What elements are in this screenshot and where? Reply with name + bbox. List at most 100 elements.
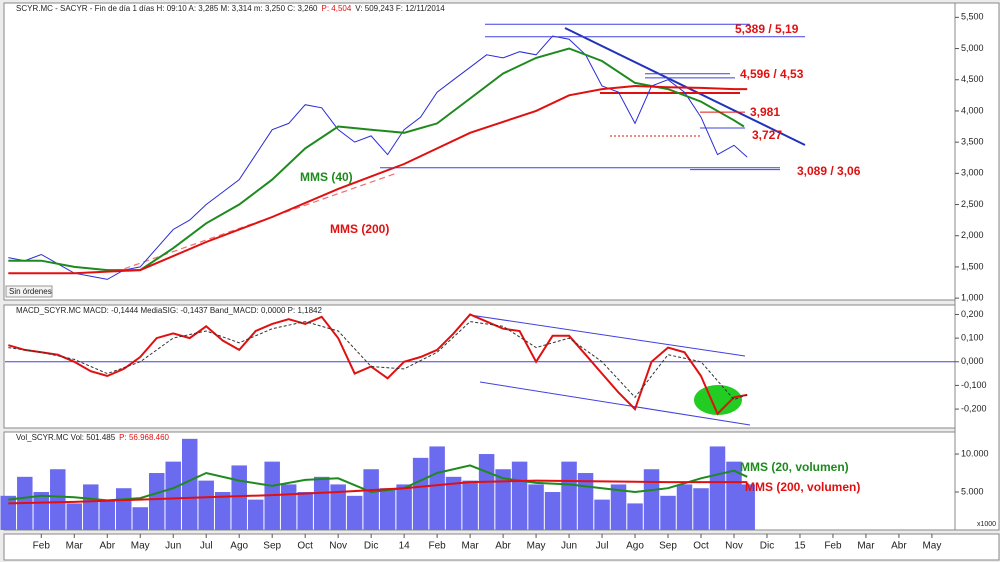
x-tick-label: Dic	[364, 541, 378, 552]
y-tick-label: 2,000	[961, 230, 984, 240]
series-label: MMS (40)	[300, 170, 353, 184]
volume-bar	[445, 476, 462, 530]
volume-bar	[478, 454, 495, 530]
price-panel	[3, 2, 956, 301]
volume-bar	[627, 503, 643, 530]
x-tick-label: Feb	[33, 541, 51, 552]
x-tick-label: Nov	[329, 541, 347, 552]
y-tick-label: 5,500	[961, 12, 984, 22]
panel-info: SCYR.MC - SACYR - Fin de día 1 días H: 0…	[16, 4, 445, 13]
x-tick-label: Oct	[297, 541, 313, 552]
volume-bar	[280, 484, 297, 530]
x-tick-label: Jun	[165, 541, 181, 552]
volume-bar	[379, 488, 396, 530]
x-tick-label: Mar	[461, 541, 479, 552]
volume-bar	[231, 465, 247, 530]
level-label: 3,089 / 3,06	[797, 164, 861, 178]
y-tick-label: 1,000	[961, 293, 984, 303]
volume-bar	[594, 499, 610, 530]
volume-bar	[643, 469, 660, 530]
volume-bar	[165, 461, 181, 530]
x-tick-label: Sep	[263, 541, 281, 552]
volume-bar	[66, 503, 83, 530]
series-line	[8, 321, 748, 401]
y-tick-label: 0,100	[961, 332, 984, 342]
y-tick-label: 4,500	[961, 74, 984, 84]
volume-bar	[313, 476, 330, 530]
volume-bar	[544, 492, 561, 530]
x-tick-label: 15	[794, 541, 806, 552]
panel-info-part: P: 4,504	[321, 4, 351, 13]
volume-bar	[198, 480, 214, 530]
volume-bar	[99, 499, 116, 530]
status: Sin órdenes	[9, 287, 52, 296]
channel-line	[479, 381, 751, 426]
volume-bar	[693, 488, 709, 530]
volume-bar	[0, 495, 17, 530]
panel-info-part: Vol_SCYR.MC Vol: 501.485	[16, 433, 116, 442]
x-tick-label: Feb	[429, 541, 447, 552]
volume-bar	[429, 446, 445, 530]
plot-layer: SCYR.MC - SACYR - Fin de día 1 días H: 0…	[0, 4, 996, 552]
series-line	[8, 35, 748, 280]
volume-bar	[83, 484, 99, 530]
x-tick-label: Feb	[824, 541, 842, 552]
unit-label: x1000	[977, 521, 996, 528]
trend-line	[564, 27, 806, 146]
macd-panel	[3, 304, 956, 429]
status-box	[5, 285, 53, 298]
series-line	[8, 313, 748, 416]
x-tick-label: Abr	[99, 541, 115, 552]
volume-bar	[726, 461, 742, 530]
x-tick-label: Dic	[760, 541, 774, 552]
x-tick-label: Ago	[626, 541, 644, 552]
panel-info: Vol_SCYR.MC Vol: 501.485 P: 56.968.460	[16, 433, 170, 442]
volume-bar	[709, 446, 726, 530]
volume-bar	[116, 488, 132, 530]
channel-line	[469, 314, 746, 357]
volume-bar	[676, 484, 693, 530]
volume-bar	[148, 473, 165, 530]
volume-bar	[50, 469, 66, 530]
volume-bar	[132, 507, 148, 530]
x-tick-label: Abr	[495, 541, 511, 552]
y-tick-label: -0,200	[961, 403, 987, 413]
x-tick-label: Jul	[596, 541, 609, 552]
volume-bar	[528, 484, 544, 530]
x-axis-strip	[3, 533, 1000, 561]
y-tick-label: 5.000	[961, 486, 984, 496]
volume-bar	[330, 484, 346, 530]
panel-info-part: P: 56.968.460	[119, 433, 169, 442]
x-tick-label: Jun	[561, 541, 577, 552]
x-tick-label: Nov	[725, 541, 743, 552]
volume-bar	[33, 492, 50, 530]
x-tick-label: Sep	[659, 541, 677, 552]
highlight	[694, 385, 742, 415]
series-label: MMS (20, volumen)	[740, 460, 849, 474]
level-label: 5,389 / 5,19	[735, 22, 799, 36]
y-tick-label: 4,000	[961, 105, 984, 115]
x-tick-label: May	[527, 541, 546, 552]
y-tick-label: 0,000	[961, 356, 984, 366]
volume-bar	[181, 438, 198, 530]
right-axis	[954, 2, 1000, 531]
volume-bar	[363, 469, 379, 530]
x-tick-label: Mar	[857, 541, 875, 552]
level-label: 3,727	[752, 128, 782, 142]
x-tick-label: May	[131, 541, 150, 552]
y-tick-label: 0,200	[961, 309, 984, 319]
volume-bar	[297, 492, 313, 530]
series-line	[8, 84, 748, 275]
volume-bar	[412, 457, 429, 530]
x-tick-label: 14	[399, 541, 411, 552]
volume-bar	[561, 461, 577, 530]
volume-bar	[610, 484, 627, 530]
level-label: 4,596 / 4,53	[740, 67, 804, 81]
x-tick-label: Mar	[66, 541, 84, 552]
x-tick-label: Abr	[891, 541, 907, 552]
x-tick-label: Oct	[693, 541, 709, 552]
volume-bar	[739, 484, 755, 530]
y-tick-label: 5,000	[961, 43, 984, 53]
volume-bar	[247, 499, 264, 530]
